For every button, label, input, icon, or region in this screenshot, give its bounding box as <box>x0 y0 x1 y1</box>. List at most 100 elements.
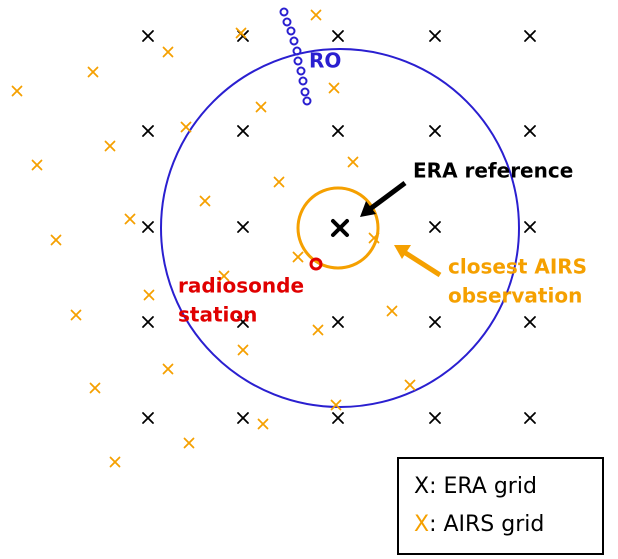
airs-point <box>273 176 285 188</box>
radiosonde-label: station <box>178 303 257 327</box>
reference-circle <box>296 186 380 270</box>
legend-label: : ERA grid <box>429 474 537 499</box>
stroke <box>237 344 249 356</box>
airs-point <box>180 121 192 133</box>
stroke <box>50 234 62 246</box>
airs-point <box>89 382 101 394</box>
center-era-marker <box>331 219 349 237</box>
era-grid <box>142 30 536 424</box>
stroke <box>524 221 536 233</box>
stroke <box>162 363 174 375</box>
stroke <box>180 121 192 133</box>
era-point <box>237 412 249 424</box>
era-point <box>332 316 344 328</box>
stroke <box>312 324 324 336</box>
stroke <box>199 195 211 207</box>
ro-point <box>296 66 306 76</box>
stroke <box>237 412 249 424</box>
airs-label: observation <box>448 284 582 308</box>
airs-point <box>255 101 267 113</box>
legend-entry: X: ERA grid <box>414 474 537 499</box>
ro-point <box>298 76 308 86</box>
era-point <box>524 316 536 328</box>
airs-point <box>183 437 195 449</box>
stroke <box>330 399 342 411</box>
stroke <box>328 82 340 94</box>
airs-point <box>330 399 342 411</box>
era-point <box>142 30 154 42</box>
stroke <box>89 382 101 394</box>
airs-point <box>50 234 62 246</box>
stroke <box>237 221 249 233</box>
stroke <box>524 316 536 328</box>
stroke <box>524 125 536 137</box>
airs-arrow <box>394 245 442 278</box>
stroke <box>332 30 344 42</box>
legend-marker: X <box>414 474 429 499</box>
legend-marker: X <box>414 512 429 537</box>
airs-point <box>347 156 359 168</box>
era-point <box>332 412 344 424</box>
stroke <box>292 251 304 263</box>
ro-markers <box>279 7 312 106</box>
era-point <box>429 412 441 424</box>
airs-label: closest AIRS <box>448 255 587 279</box>
airs-point <box>292 251 304 263</box>
stroke <box>142 316 154 328</box>
legend-label: : AIRS grid <box>429 512 544 537</box>
radiosonde-label: radiosonde <box>178 274 304 298</box>
airs-point <box>235 27 247 39</box>
era-point <box>429 316 441 328</box>
airs-point <box>124 213 136 225</box>
airs-point <box>312 324 324 336</box>
airs-point <box>162 46 174 58</box>
airs-point <box>199 195 211 207</box>
stroke <box>332 316 344 328</box>
radiosonde-marker <box>309 257 323 271</box>
stroke <box>11 85 23 97</box>
era-point <box>429 125 441 137</box>
era-point <box>524 412 536 424</box>
era-point <box>524 221 536 233</box>
airs-point <box>310 9 322 21</box>
era-point <box>332 125 344 137</box>
stroke <box>524 412 536 424</box>
stroke <box>142 125 154 137</box>
ro-point <box>289 36 299 46</box>
era-point <box>142 412 154 424</box>
airs-point <box>404 379 416 391</box>
airs-point <box>31 159 43 171</box>
era-point <box>237 125 249 137</box>
airs-point <box>162 363 174 375</box>
era-label: ERA reference <box>413 159 573 183</box>
stroke <box>104 140 116 152</box>
era-point <box>237 221 249 233</box>
airs-point <box>368 232 380 244</box>
airs-point <box>328 82 340 94</box>
airs-point <box>257 418 269 430</box>
airs-point <box>143 289 155 301</box>
era-point <box>524 125 536 137</box>
airs-point <box>109 456 121 468</box>
legend-box <box>397 457 604 555</box>
stroke <box>109 456 121 468</box>
stroke <box>235 27 247 39</box>
airs-grid <box>11 9 416 468</box>
airs-point <box>70 309 82 321</box>
ro-point <box>300 87 310 97</box>
airs-point <box>87 66 99 78</box>
stroke <box>310 9 322 21</box>
stroke <box>143 289 155 301</box>
airs-point <box>104 140 116 152</box>
stroke <box>255 101 267 113</box>
stroke <box>257 418 269 430</box>
era-point <box>429 221 441 233</box>
stroke <box>524 30 536 42</box>
era-arrow <box>360 180 407 217</box>
ro-point <box>293 56 303 66</box>
stroke <box>368 232 380 244</box>
ro-point <box>286 26 296 36</box>
stroke <box>218 270 230 282</box>
stroke <box>332 125 344 137</box>
